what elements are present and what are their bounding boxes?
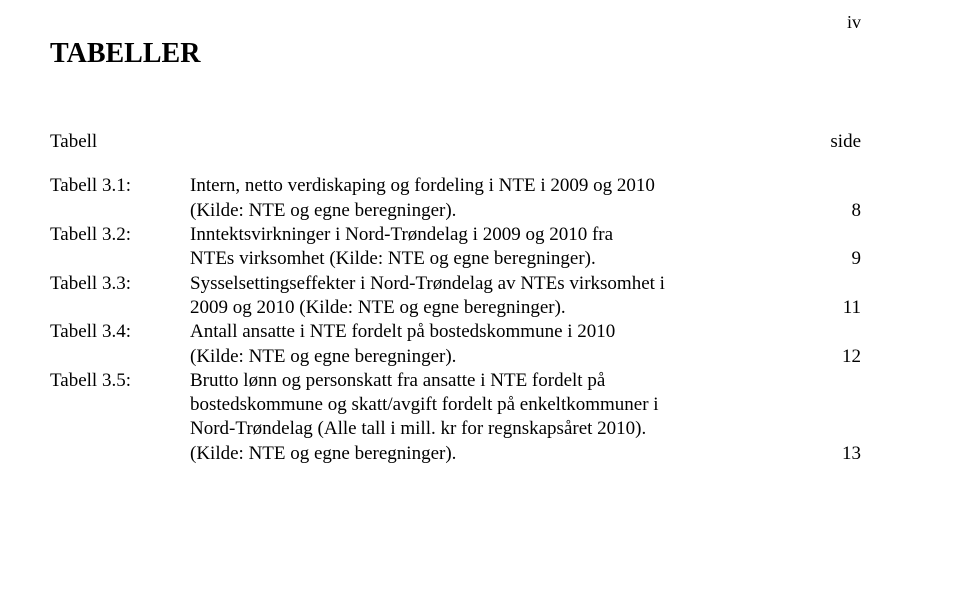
toc-entry-line: bostedskommune og skatt/avgift fordelt p… — [190, 393, 815, 417]
toc-entry: Tabell 3.1: Intern, netto verdiskaping o… — [50, 174, 861, 223]
toc-entry-line: Inntektsvirkninger i Nord-Trøndelag i 20… — [190, 223, 815, 247]
table-of-contents: Tabell side Tabell 3.1: Intern, netto ve… — [50, 130, 861, 466]
toc-header-page: side — [815, 130, 861, 154]
toc-entry: Tabell 3.2: Inntektsvirkninger i Nord-Tr… — [50, 223, 861, 272]
document-page: iv TABELLER Tabell side Tabell 3.1: Inte… — [0, 0, 959, 614]
toc-entry-label: Tabell 3.2: — [50, 223, 190, 247]
toc-entry-line: Sysselsettingseffekter i Nord-Trøndelag … — [190, 272, 815, 296]
toc-entry-line: (Kilde: NTE og egne beregninger). — [190, 199, 815, 223]
toc-entry-label: Tabell 3.5: — [50, 369, 190, 393]
toc-entry: Tabell 3.5: Brutto lønn og personskatt f… — [50, 369, 861, 466]
toc-header-row: Tabell side — [50, 130, 861, 154]
toc-entry-line: (Kilde: NTE og egne beregninger). — [190, 442, 815, 466]
toc-entry: Tabell 3.4: Antall ansatte i NTE fordelt… — [50, 320, 861, 369]
toc-entry-label: Tabell 3.1: — [50, 174, 190, 198]
toc-entry-line: NTEs virksomhet (Kilde: NTE og egne bere… — [190, 247, 815, 271]
section-heading: TABELLER — [50, 38, 861, 70]
toc-entry-label: Tabell 3.4: — [50, 320, 190, 344]
toc-entry-line: Nord-Trøndelag (Alle tall i mill. kr for… — [190, 417, 815, 441]
toc-entry-line: Intern, netto verdiskaping og fordeling … — [190, 174, 815, 198]
toc-entry-page: 13 — [815, 442, 861, 466]
toc-entry-label: Tabell 3.3: — [50, 272, 190, 296]
toc-entry-page: 8 — [815, 199, 861, 223]
toc-entry-page: 12 — [815, 345, 861, 369]
toc-entry-line: 2009 og 2010 (Kilde: NTE og egne beregni… — [190, 296, 815, 320]
toc-entry: Tabell 3.3: Sysselsettingseffekter i Nor… — [50, 272, 861, 321]
toc-entry-page: 9 — [815, 247, 861, 271]
toc-entry-line: (Kilde: NTE og egne beregninger). — [190, 345, 815, 369]
page-number: iv — [847, 12, 861, 33]
toc-entry-line: Brutto lønn og personskatt fra ansatte i… — [190, 369, 815, 393]
toc-entry-line: Antall ansatte i NTE fordelt på bostedsk… — [190, 320, 815, 344]
toc-entry-page: 11 — [815, 296, 861, 320]
toc-header-label: Tabell — [50, 130, 190, 154]
